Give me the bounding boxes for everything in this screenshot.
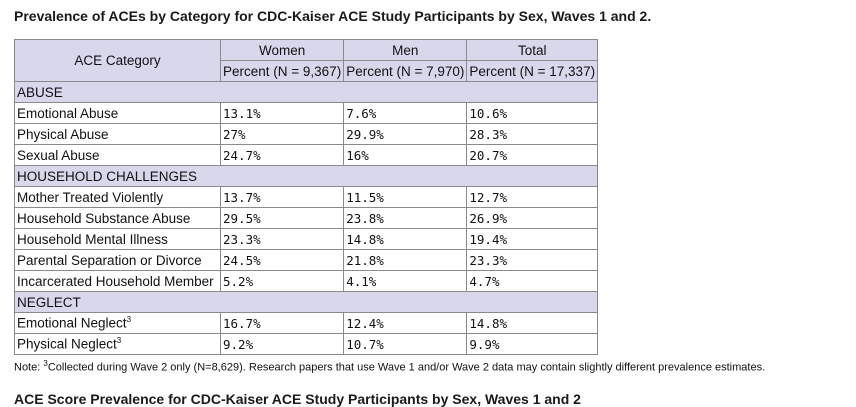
value-cell: 23.3%: [466, 249, 599, 271]
value-cell: 13.1%: [219, 102, 345, 124]
row-label-cell: Household Substance Abuse: [14, 207, 221, 229]
value-cell: 4.1%: [343, 270, 468, 292]
column-header-total: Total: [466, 39, 599, 61]
value-cell: 16.7%: [219, 312, 345, 334]
column-header-men: Men: [343, 39, 468, 61]
row-label: Emotional Neglect: [17, 315, 127, 331]
section-header: NEGLECT: [13, 291, 599, 313]
section-row: NEGLECT: [13, 291, 599, 313]
footnote-marker: 3: [116, 336, 122, 346]
table-row: Household Mental Illness 23.3% 14.8% 19.4%: [14, 228, 599, 250]
row-label-cell: Emotional Abuse: [14, 102, 221, 124]
value-cell: 27%: [219, 123, 345, 145]
column-subheader-men: Percent (N = 7,970): [343, 60, 468, 82]
column-subheader-total: Percent (N = 17,337): [466, 60, 599, 82]
next-section-title: ACE Score Prevalence for CDC-Kaiser ACE …: [14, 391, 581, 407]
value-cell: 28.3%: [466, 123, 599, 145]
row-label-cell: Household Mental Illness: [14, 228, 221, 250]
column-subheader-women: Percent (N = 9,367): [219, 60, 345, 82]
value-cell: 10.6%: [466, 102, 599, 124]
table-title: Prevalence of ACEs by Category for CDC-K…: [14, 8, 652, 24]
row-label: Incarcerated Household Member: [17, 273, 214, 289]
table-row: Emotional Neglect3 16.7% 12.4% 14.8%: [14, 312, 599, 334]
value-cell: 9.2%: [219, 333, 345, 355]
row-label-cell: Emotional Neglect3: [14, 312, 221, 334]
table-row: Sexual Abuse 24.7% 16% 20.7%: [14, 144, 599, 166]
row-label-cell: Physical Neglect3: [14, 333, 221, 355]
value-cell: 20.7%: [466, 144, 599, 166]
row-label-cell: Parental Separation or Divorce: [14, 249, 221, 271]
table-row: Mother Treated Violently 13.7% 11.5% 12.7%: [14, 186, 599, 208]
value-cell: 26.9%: [466, 207, 599, 229]
row-label: Emotional Abuse: [17, 105, 119, 121]
value-cell: 13.7%: [219, 186, 345, 208]
section-row: ABUSE: [13, 81, 599, 103]
note-prefix: Note:: [14, 361, 44, 374]
ace-prevalence-table: ACE Category Women Men Total Percent (N …: [13, 39, 599, 355]
row-label: Physical Abuse: [17, 126, 109, 142]
value-cell: 24.5%: [219, 249, 345, 271]
table-row: Incarcerated Household Member 5.2% 4.1% 4.7…: [14, 270, 599, 292]
row-label: Household Mental Illness: [17, 231, 168, 247]
table-body: ABUSE Emotional Abuse 13.1% 7.6% 10.6% Physic…: [13, 81, 599, 355]
row-label-cell: Mother Treated Violently: [14, 186, 221, 208]
note-text: Collected during Wave 2 only (N=8,629). …: [47, 361, 766, 374]
footnote-marker: 3: [126, 315, 132, 325]
table-row: Household Substance Abuse 29.5% 23.8% 26.9%: [14, 207, 599, 229]
row-label-cell: Physical Abuse: [14, 123, 221, 145]
value-cell: 21.8%: [343, 249, 468, 271]
value-cell: 11.5%: [343, 186, 468, 208]
value-cell: 29.5%: [219, 207, 345, 229]
table-row: Physical Abuse 27% 29.9% 28.3%: [14, 123, 599, 145]
row-label: Mother Treated Violently: [17, 189, 164, 205]
value-cell: 19.4%: [466, 228, 599, 250]
value-cell: 23.3%: [219, 228, 345, 250]
row-label-cell: Incarcerated Household Member: [14, 270, 221, 292]
column-header-women: Women: [219, 39, 345, 61]
value-cell: 7.6%: [343, 102, 468, 124]
value-cell: 14.8%: [466, 312, 599, 334]
section-row: HOUSEHOLD CHALLENGES: [13, 165, 599, 187]
value-cell: 24.7%: [219, 144, 345, 166]
note-superscript: 3: [43, 359, 48, 368]
column-header-category: ACE Category: [14, 39, 221, 82]
value-cell: 16%: [343, 144, 468, 166]
value-cell: 4.7%: [466, 270, 599, 292]
table-row: Emotional Abuse 13.1% 7.6% 10.6%: [14, 102, 599, 124]
table-row: Parental Separation or Divorce 24.5% 21.8%…: [14, 249, 599, 271]
value-cell: 14.8%: [343, 228, 468, 250]
section-header: ABUSE: [13, 81, 599, 103]
value-cell: 5.2%: [219, 270, 345, 292]
value-cell: 12.4%: [343, 312, 468, 334]
row-label: Physical Neglect: [17, 336, 117, 352]
value-cell: 9.9%: [466, 333, 599, 355]
row-label: Sexual Abuse: [17, 147, 100, 163]
table-note: Note: 3Collected during Wave 2 only (N=8…: [14, 359, 765, 374]
value-cell: 29.9%: [343, 123, 468, 145]
row-label: Parental Separation or Divorce: [17, 252, 202, 268]
value-cell: 12.7%: [466, 186, 599, 208]
value-cell: 10.7%: [343, 333, 468, 355]
value-cell: 23.8%: [343, 207, 468, 229]
row-label: Household Substance Abuse: [17, 210, 191, 226]
table-row: Physical Neglect3 9.2% 10.7% 9.9%: [14, 333, 599, 355]
section-header: HOUSEHOLD CHALLENGES: [13, 165, 599, 187]
row-label-cell: Sexual Abuse: [14, 144, 221, 166]
